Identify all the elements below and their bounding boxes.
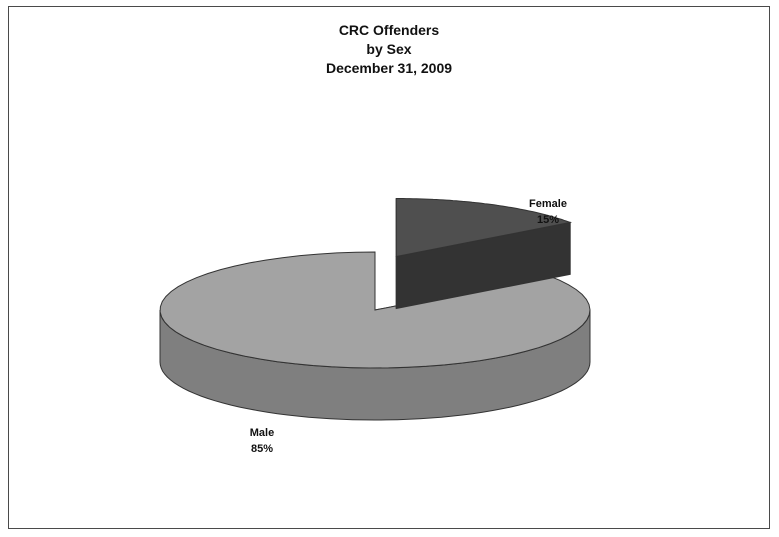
female-label-name: Female: [529, 198, 567, 210]
male-label-name: Male: [250, 427, 274, 439]
female-label-pct: 15%: [537, 214, 559, 226]
chart-title: CRC Offenders by Sex December 31, 2009: [9, 21, 769, 78]
chart-title-line-1: CRC Offenders: [338, 22, 440, 38]
chart-frame: CRC Offenders by Sex December 31, 2009: [8, 6, 770, 529]
female-slice-top: [395, 198, 573, 258]
pie-labels: Female 15% Male 85%: [250, 198, 567, 455]
male-slice-top: [159, 251, 591, 369]
chart-title-line-3: December 31, 2009: [325, 60, 453, 76]
pie-slices: [159, 198, 591, 421]
chart-title-line-2: by Sex: [366, 41, 412, 57]
male-label-pct: 85%: [251, 443, 273, 455]
